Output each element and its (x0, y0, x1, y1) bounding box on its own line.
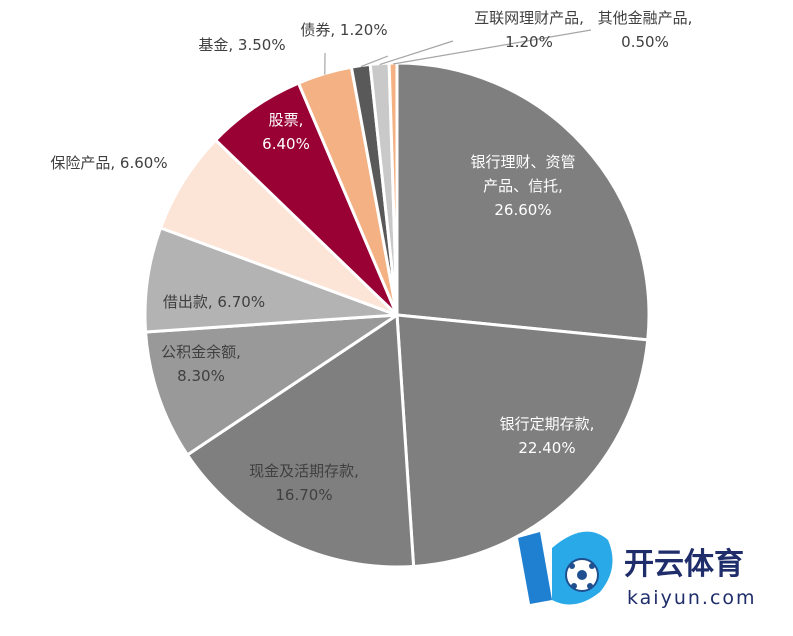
watermark-brand-en: kaiyun.com (627, 587, 757, 609)
slice-11-label: 其他金融产品,0.50% (598, 9, 693, 51)
kaiyun-logo-icon (518, 532, 613, 605)
slice-6-label: 保险产品, 6.60% (50, 154, 167, 172)
slice-10-label: 互联网理财产品,1.20% (474, 9, 584, 51)
slice-11-leader-line (393, 30, 591, 64)
pie-slices (145, 63, 649, 567)
slice-10-leader-line (380, 41, 453, 65)
slice-5-label: 借出款, 6.70% (163, 293, 265, 311)
slice-8-label: 基金, 3.50% (198, 36, 285, 54)
slice-9-label: 债券, 1.20% (300, 21, 387, 39)
kaiyun-watermark: 开云体育 kaiyun.com (518, 532, 757, 609)
watermark-brand-cn: 开云体育 (624, 547, 744, 582)
